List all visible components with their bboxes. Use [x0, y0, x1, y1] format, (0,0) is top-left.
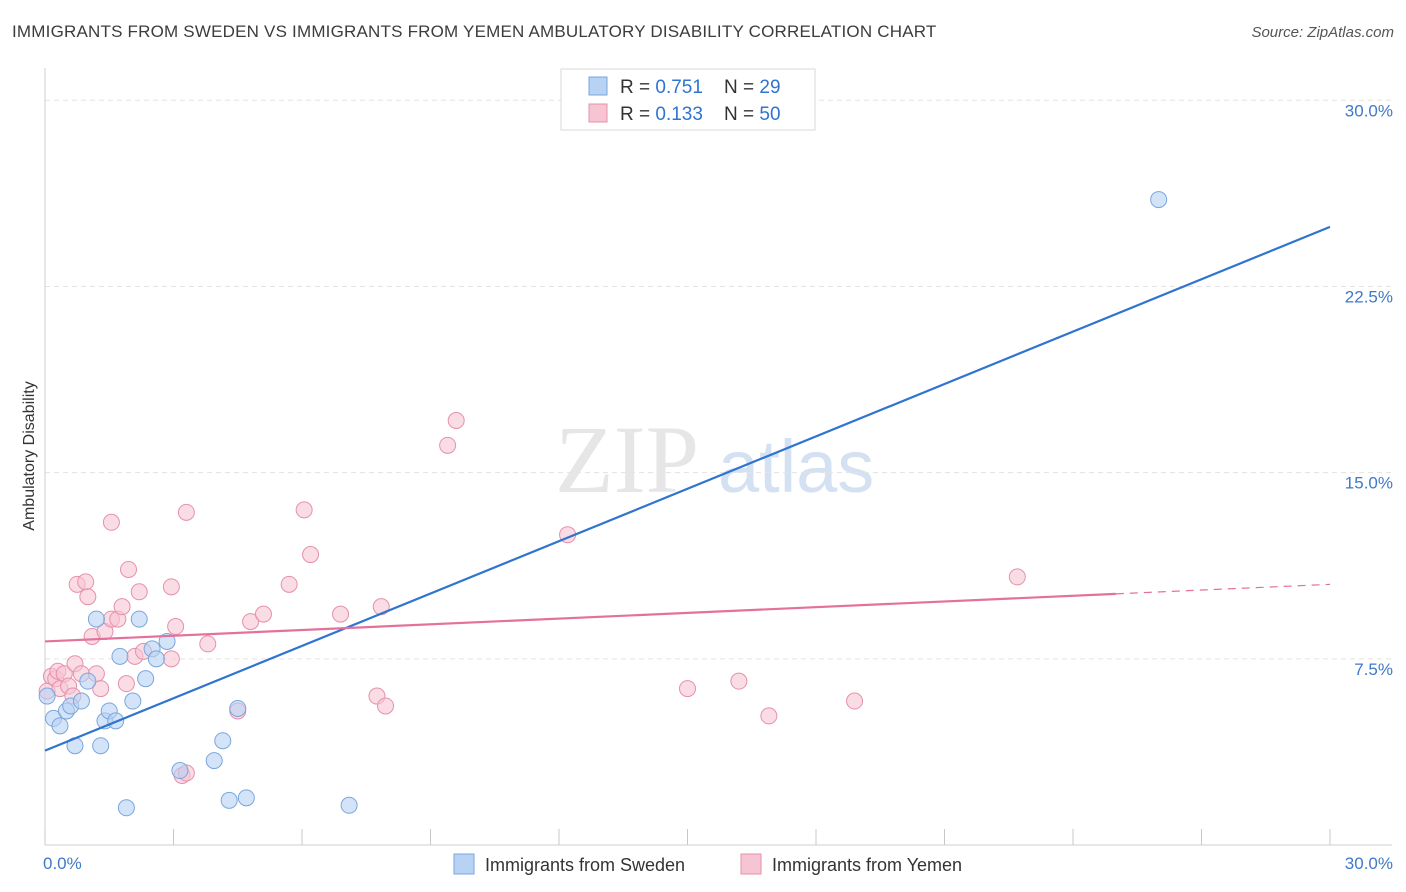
yemen-point — [377, 697, 395, 715]
series-legend: Immigrants from Sweden Immigrants from Y… — [453, 853, 962, 875]
yemen-point — [242, 613, 260, 631]
trend-lines — [44, 225, 1331, 752]
series-yemen-points — [38, 412, 1026, 784]
yemen-point — [332, 605, 350, 623]
sweden-point — [79, 672, 97, 690]
source-label: Source: ZipAtlas.com — [1251, 24, 1394, 41]
yemen-point — [760, 707, 778, 725]
yemen-point — [167, 618, 185, 636]
yemen-point — [162, 578, 180, 596]
sweden-point — [147, 650, 165, 668]
yemen-point — [162, 650, 180, 668]
sweden-point — [205, 752, 223, 770]
yemen-point — [280, 575, 298, 593]
sweden-point — [87, 610, 105, 628]
trend-line-yemen — [44, 592, 1116, 643]
axes — [44, 68, 1392, 846]
trend-line-yemen-extrapolated — [1115, 583, 1331, 595]
sweden-point — [229, 699, 247, 717]
sweden-point — [124, 692, 142, 710]
yemen-point — [199, 635, 217, 653]
y-tick-labels: 7.5% 15.0% 22.5% 30.0% — [1345, 101, 1393, 679]
yemen-point — [1008, 568, 1026, 586]
yemen-point — [130, 583, 148, 601]
watermark-zip: ZIP — [555, 406, 699, 513]
sweden-point — [38, 687, 56, 705]
svg-text:R = 0.133: R = 0.133 — [620, 104, 703, 125]
yemen-point — [846, 692, 864, 710]
sweden-point — [171, 762, 189, 780]
svg-text:N = 29: N = 29 — [724, 77, 781, 98]
sweden-point — [340, 796, 358, 814]
yemen-point — [92, 680, 110, 698]
yemen-point — [439, 436, 457, 454]
trend-line-sweden — [44, 225, 1331, 752]
yemen-point — [113, 598, 131, 616]
yemen-point — [77, 573, 95, 591]
chart-title: IMMIGRANTS FROM SWEDEN VS IMMIGRANTS FRO… — [12, 22, 937, 41]
y-tick-label: 30.0% — [1345, 101, 1393, 120]
stats-n-label-yemen: N = — [724, 104, 759, 125]
stats-legend-swatch-sweden — [588, 76, 608, 96]
sweden-point — [214, 732, 232, 750]
stats-legend-swatch-yemen — [588, 103, 608, 123]
legend-label-sweden: Immigrants from Sweden — [485, 855, 685, 875]
yemen-point — [117, 675, 135, 693]
yemen-point — [254, 605, 272, 623]
yemen-point — [102, 513, 120, 531]
sweden-point — [130, 610, 148, 628]
yemen-point — [120, 560, 138, 578]
sweden-point — [111, 647, 129, 665]
x-ticks — [44, 829, 1331, 845]
yemen-point — [679, 680, 696, 698]
yemen-point — [730, 672, 748, 690]
stats-r-value-sweden: 0.751 — [655, 77, 703, 98]
sweden-point — [92, 737, 110, 755]
sweden-point — [237, 789, 255, 807]
yemen-point — [302, 546, 320, 564]
stats-legend: R = 0.751 N = 29 R = 0.133 N = 50 — [560, 68, 816, 131]
svg-text:R = 0.751: R = 0.751 — [620, 77, 703, 98]
y-tick-label: 7.5% — [1354, 660, 1393, 679]
stats-n-value-yemen: 50 — [759, 104, 780, 125]
yemen-point — [295, 501, 313, 519]
stats-r-label-sweden: R = — [620, 77, 655, 98]
series-sweden-points — [38, 191, 1168, 817]
sweden-point — [72, 692, 90, 710]
y-tick-label: 15.0% — [1345, 474, 1393, 493]
sweden-point — [220, 791, 238, 809]
y-axis-label: Ambulatory Disability — [21, 381, 38, 530]
sweden-point — [117, 799, 135, 817]
legend-swatch-yemen — [740, 853, 762, 875]
legend-swatch-sweden — [453, 853, 475, 875]
yemen-point — [79, 588, 97, 606]
stats-r-value-yemen: 0.133 — [655, 104, 703, 125]
stats-n-value-sweden: 29 — [759, 77, 780, 98]
sweden-point — [1150, 191, 1168, 209]
sweden-point — [158, 632, 176, 650]
stats-r-label-yemen: R = — [620, 104, 655, 125]
sweden-point — [51, 717, 69, 735]
legend-label-yemen: Immigrants from Yemen — [772, 855, 962, 875]
grid — [45, 99, 1392, 660]
x-tick-label-min: 0.0% — [43, 854, 82, 873]
svg-text:N = 50: N = 50 — [724, 104, 781, 125]
sweden-point — [137, 670, 155, 688]
stats-n-label-sweden: N = — [724, 77, 759, 98]
yemen-point — [177, 503, 195, 521]
x-tick-label-max: 30.0% — [1345, 854, 1393, 873]
y-tick-label: 22.5% — [1345, 287, 1393, 306]
yemen-point — [447, 412, 465, 430]
